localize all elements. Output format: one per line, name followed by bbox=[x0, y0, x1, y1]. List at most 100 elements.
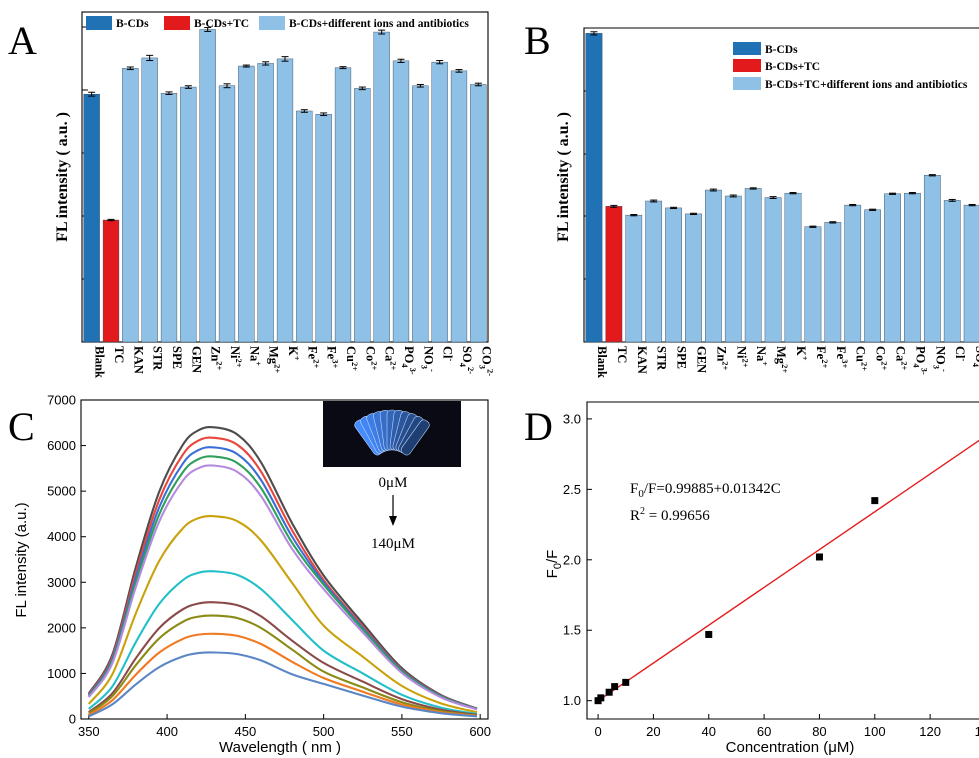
panel-a-error-bar bbox=[242, 64, 250, 68]
panel-a-legend: B-CDs B-CDs+TC B-CDs+different ions and … bbox=[86, 16, 469, 30]
panel-a-bar bbox=[257, 63, 274, 343]
d-xtick-label: 140 bbox=[975, 724, 979, 739]
svg-text:R2 = 0.99656: R2 = 0.99656 bbox=[630, 506, 710, 524]
panel-b-category-label: Ni2+ bbox=[734, 346, 750, 368]
panel-a-bar bbox=[412, 85, 429, 343]
panel-b-error-bar bbox=[709, 188, 717, 192]
panel-b-frame bbox=[583, 27, 979, 343]
panel-b-category-label: Cl- bbox=[953, 346, 969, 362]
panel-b-bar bbox=[705, 189, 722, 343]
fit-line bbox=[597, 439, 979, 702]
panel-b-category-label: Fe2+ bbox=[814, 346, 830, 368]
panel-a-error-bar bbox=[416, 83, 424, 88]
panel-b-category-label: GEN bbox=[694, 346, 708, 373]
category-base: Ni bbox=[734, 346, 748, 359]
d-ytick-label: 2.5 bbox=[563, 482, 581, 497]
equation-rest: /F=0.99885+0.01342C bbox=[644, 481, 781, 497]
category-subscript: 4 bbox=[458, 363, 468, 368]
category-charge: 2+ bbox=[880, 361, 890, 370]
panel-a-bar bbox=[102, 219, 120, 343]
panel-b-bar bbox=[943, 200, 961, 343]
panel-b-error-bar bbox=[689, 212, 697, 216]
panel-a-category-label: Na+ bbox=[247, 346, 263, 366]
d-xtick-label: 0 bbox=[594, 724, 601, 739]
data-point bbox=[871, 497, 879, 505]
panel-b-bar bbox=[744, 188, 762, 343]
panel-b-error-bar bbox=[670, 206, 678, 210]
data-point bbox=[611, 683, 619, 691]
panel-b-bars bbox=[585, 31, 979, 343]
c-xtick-label: 400 bbox=[156, 724, 178, 739]
panel-b-category-label: Zn2+ bbox=[714, 346, 730, 371]
data-point bbox=[705, 630, 713, 638]
ylabel-sub: 0 bbox=[552, 563, 564, 569]
category-base: Zn bbox=[209, 346, 223, 361]
panel-a-ylabel: FL intensity ( a.u. ) bbox=[54, 112, 71, 242]
panel-b-category-label: TC bbox=[615, 346, 629, 363]
panel-b-error-bar bbox=[928, 174, 936, 177]
category-charge: 2+ bbox=[215, 361, 225, 370]
svg-text:F0/F=0.99885+0.01342C: F0/F=0.99885+0.01342C bbox=[630, 481, 781, 500]
panel-a-bar bbox=[122, 68, 139, 343]
panel-b-error-bar bbox=[948, 198, 956, 202]
legend-b-label-other: B-CDs+TC+different ions and antibiotics bbox=[765, 79, 968, 91]
category-base: SPE bbox=[170, 346, 184, 369]
category-base: Mg bbox=[774, 346, 788, 365]
panel-d-frame bbox=[586, 401, 979, 720]
legend-b-swatch-tc bbox=[733, 59, 761, 72]
panel-a-category-label: K+ bbox=[286, 346, 302, 361]
panel-a-bar bbox=[276, 58, 294, 343]
category-base: Co bbox=[363, 346, 377, 361]
panel-a-error-bar bbox=[339, 66, 347, 70]
panel-a-error-bar bbox=[107, 218, 115, 222]
panel-a-category-label: Cu2+ bbox=[344, 346, 360, 371]
panel-b-bar bbox=[724, 195, 742, 343]
legend-a-label-tc: B-CDs+TC bbox=[194, 18, 249, 30]
spectrum-line bbox=[87, 455, 478, 711]
spectrum-line bbox=[87, 426, 478, 710]
category-charge: 3- bbox=[919, 368, 929, 375]
panel-d-xlabel: Concentration (μM) bbox=[726, 739, 855, 756]
panel-a-bar bbox=[160, 93, 178, 343]
panel-b-category-label: SPE bbox=[675, 346, 689, 369]
panel-a-category-labels: Blank TC KAN STR SPE GEN Zn2+Ni2+Na+ Mg2+K+ Fe2+… bbox=[93, 346, 496, 378]
panel-a-bar bbox=[315, 114, 332, 343]
panel-a-error-bar bbox=[397, 58, 405, 63]
d-xtick-label: 120 bbox=[919, 724, 941, 739]
panel-b-error-bar bbox=[630, 214, 638, 217]
panel-c-frame bbox=[80, 399, 489, 720]
category-base: STR bbox=[151, 346, 165, 371]
inset-start-label: 0μM bbox=[379, 475, 408, 491]
panel-b-bar bbox=[804, 226, 822, 343]
inset-arrow-head bbox=[389, 516, 397, 526]
legend-b-label-tc: B-CDs+TC bbox=[765, 61, 820, 73]
panel-b-bar bbox=[824, 222, 842, 343]
panel-a-category-label: SPE bbox=[170, 346, 184, 369]
panel-b-category-label: Fe3+ bbox=[834, 346, 850, 368]
panel-a-bar bbox=[199, 29, 216, 343]
r2-rest: = 0.99656 bbox=[645, 508, 710, 524]
category-base: PO bbox=[913, 346, 927, 364]
panel-a-error-bar bbox=[88, 91, 96, 97]
category-base: Zn bbox=[714, 346, 728, 361]
category-base: Na bbox=[754, 346, 768, 362]
spectrum-line bbox=[88, 614, 478, 717]
category-base: STR bbox=[655, 346, 669, 371]
category-charge: 2- bbox=[485, 369, 495, 376]
category-charge: 2+ bbox=[740, 359, 750, 368]
data-point bbox=[815, 553, 823, 561]
panel-b-category-label: STR bbox=[655, 346, 669, 371]
panel-a-category-label: CO32- bbox=[477, 346, 495, 376]
category-charge: 2+ bbox=[720, 361, 730, 370]
panel-b-letter: B bbox=[524, 18, 551, 63]
panel-b-bar bbox=[884, 193, 901, 343]
panel-b-legend: B-CDs B-CDs+TC B-CDs+TC+different ions a… bbox=[733, 42, 968, 91]
r2-sup: 2 bbox=[640, 506, 645, 517]
category-charge: 2+ bbox=[780, 364, 790, 373]
c-ytick-label: 5000 bbox=[47, 484, 76, 499]
category-base: KAN bbox=[131, 346, 145, 374]
category-charge: 2+ bbox=[860, 362, 870, 371]
category-subscript: 4 bbox=[400, 363, 410, 368]
panel-a-error-bar bbox=[320, 112, 328, 117]
panel-b-category-label: NO3- bbox=[931, 346, 949, 372]
